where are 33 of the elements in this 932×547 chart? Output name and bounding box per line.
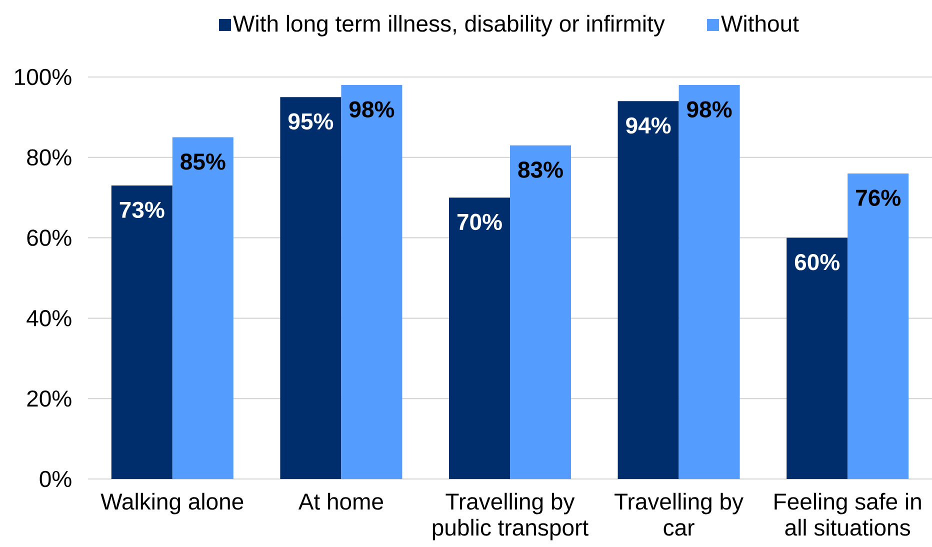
y-tick-label: 40% bbox=[26, 310, 72, 326]
data-label: 98% bbox=[687, 101, 732, 118]
data-label: 95% bbox=[288, 113, 334, 130]
bar bbox=[172, 137, 234, 479]
bar bbox=[341, 85, 402, 479]
y-tick-label: 80% bbox=[27, 149, 72, 166]
x-tick-label: Travelling by car bbox=[614, 492, 744, 536]
y-tick-label: 60% bbox=[27, 230, 72, 246]
bar bbox=[678, 85, 740, 479]
data-label: 76% bbox=[856, 190, 901, 206]
bar bbox=[449, 198, 510, 479]
y-tick-label: 0% bbox=[40, 470, 72, 488]
x-tick-label: Feeling safe in all situations bbox=[774, 492, 921, 536]
x-tick-label: Walking alone bbox=[100, 492, 244, 514]
legend-label: Without bbox=[721, 14, 799, 32]
data-label: 85% bbox=[180, 154, 226, 170]
legend-label: With long term illness, disability or infirmity bbox=[233, 14, 665, 36]
data-label: 60% bbox=[794, 254, 840, 270]
data-label: 94% bbox=[626, 117, 671, 134]
y-tick-label: 20% bbox=[27, 390, 72, 407]
data-label: 70% bbox=[457, 214, 502, 230]
data-label: 73% bbox=[120, 202, 164, 218]
bar bbox=[280, 97, 342, 479]
x-tick-label: At home bbox=[298, 492, 383, 510]
bar bbox=[848, 173, 909, 479]
data-label: 98% bbox=[349, 101, 394, 118]
bar bbox=[111, 186, 172, 479]
bar bbox=[618, 101, 679, 479]
bar bbox=[786, 238, 848, 479]
y-tick-label: 100% bbox=[15, 68, 72, 86]
x-tick-label: Travelling by public transport bbox=[432, 492, 588, 540]
bar bbox=[510, 145, 572, 479]
data-label: 83% bbox=[518, 162, 563, 178]
